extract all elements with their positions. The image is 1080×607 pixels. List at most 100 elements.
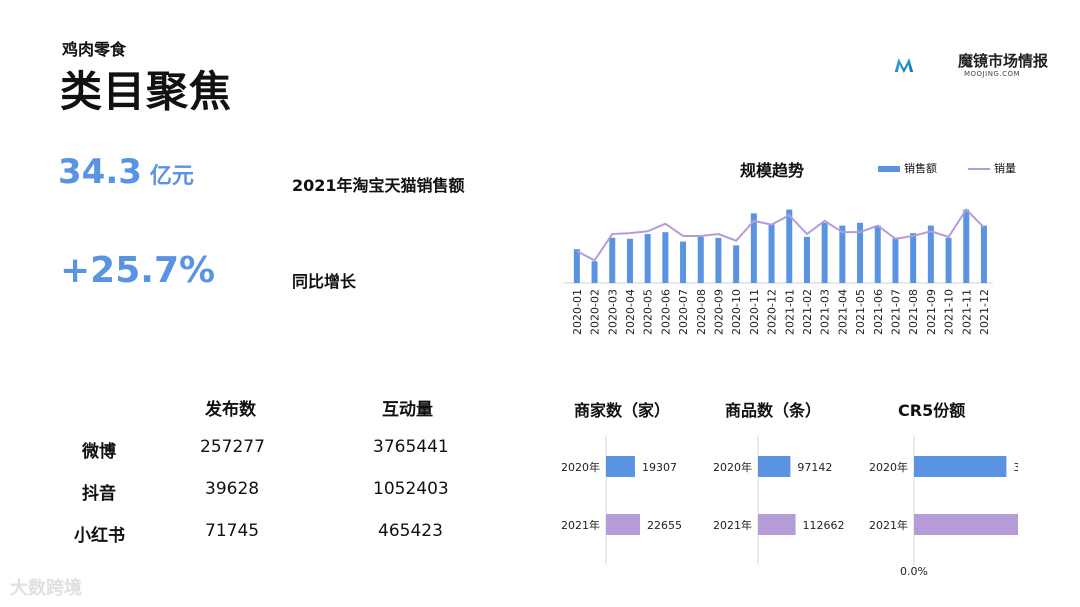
table-row: 微博 257277 3765441	[60, 437, 500, 467]
bar-sales	[573, 249, 580, 283]
x-tick-label: 2020-03	[606, 289, 619, 335]
data-label: 22655	[647, 519, 682, 532]
category-label: 2021年	[713, 518, 752, 532]
bar-sales	[839, 225, 846, 283]
bar-sales	[910, 233, 917, 283]
category-label: 2020年	[869, 460, 908, 474]
x-tick-label: 2021-10	[943, 289, 956, 335]
x-tick-label: 2020-09	[712, 289, 725, 335]
header-interactions: 互动量	[382, 400, 433, 420]
data-label: 33.0%	[1013, 461, 1018, 474]
bar	[758, 514, 796, 535]
table-row: 抖音 39628 1052403	[60, 479, 500, 509]
bar-sales	[963, 209, 970, 283]
bar	[606, 456, 635, 477]
x-tick-label: 2021-07	[889, 289, 902, 335]
category-label: 2021年	[869, 518, 908, 532]
posts-value: 39628	[205, 479, 260, 499]
interactions-value: 1052403	[373, 479, 449, 499]
x-tick-label: 2021-01	[783, 289, 796, 335]
x-tick-label: 2020-01	[571, 289, 584, 335]
bar-sales	[626, 238, 633, 283]
cr5-chart-title: CR5份额	[898, 401, 966, 420]
interactions-value: 3765441	[373, 437, 449, 457]
sales-value: 34.3	[58, 152, 142, 192]
bar-sales	[768, 224, 775, 283]
products-chart-title: 商品数（条）	[725, 401, 822, 420]
x-tick-label: 2021-08	[907, 289, 920, 335]
bar-sales	[874, 225, 881, 283]
x-tick-label: 2020-02	[589, 289, 602, 335]
x-tick-label: 2020-06	[659, 289, 672, 335]
bar-sales	[733, 245, 740, 283]
x-tick-label: 2021-04	[836, 289, 849, 335]
moojing-logo-icon	[894, 57, 914, 74]
bar-sales	[697, 236, 704, 283]
line-volume	[576, 208, 985, 262]
x-tick-label: 2021-06	[872, 289, 885, 335]
logo-subtext: MOOJING.COM	[964, 70, 1021, 78]
bar	[914, 514, 1018, 535]
legend-volume-label: 销量	[994, 162, 1016, 175]
merchants-chart-title: 商家数（家）	[574, 401, 671, 420]
x-tick-label: 2020-07	[677, 289, 690, 335]
header-posts: 发布数	[205, 400, 256, 420]
sales-kpi: 34.3 亿元	[58, 152, 194, 192]
bar-sales	[821, 222, 828, 283]
platform-label: 微博	[82, 442, 116, 462]
posts-value: 71745	[205, 521, 260, 541]
interactions-value: 465423	[378, 521, 443, 541]
x-tick-label: 2021-02	[801, 289, 814, 335]
sales-label: 2021年淘宝天猫销售额	[292, 176, 465, 195]
bar-sales	[857, 222, 864, 283]
bar	[758, 456, 791, 477]
bar-sales	[662, 232, 669, 283]
bar	[606, 514, 640, 535]
growth-value: +25.7%	[60, 250, 216, 291]
x-tick-label: 2021-09	[925, 289, 938, 335]
bar-sales	[715, 237, 722, 283]
bar-sales	[680, 241, 687, 283]
x-tick-label: 2021-11	[960, 289, 973, 335]
watermark: 大数跨境	[10, 578, 82, 599]
table-row: 小红书 71745 465423	[60, 521, 500, 551]
bar-sales	[803, 236, 810, 283]
x-tick-label: 2021-12	[978, 289, 991, 335]
bar-sales	[945, 237, 952, 283]
page-title: 类目聚焦	[60, 67, 233, 116]
legend-sales: 销售额	[878, 160, 937, 176]
platform-label: 小红书	[74, 526, 125, 546]
x-tick-label: 2020-08	[695, 289, 708, 335]
legend-line-swatch	[968, 168, 990, 170]
data-label: 97142	[797, 461, 832, 474]
x-tick-label: 0.0%	[900, 565, 928, 578]
sales-unit: 亿元	[149, 164, 194, 189]
bar-sales	[892, 237, 899, 283]
bar-sales	[609, 237, 616, 283]
x-tick-label: 2020-04	[624, 289, 637, 335]
x-tick-label: 2020-11	[748, 289, 761, 335]
bar-sales	[750, 213, 757, 283]
legend-volume: 销量	[968, 160, 1016, 176]
data-label: 112662	[803, 519, 845, 532]
category-label: 2021年	[561, 518, 600, 532]
category-subtitle: 鸡肉零食	[62, 40, 127, 59]
x-tick-label: 2021-03	[819, 289, 832, 335]
x-tick-label: 2020-10	[730, 289, 743, 335]
growth-label: 同比增长	[292, 272, 357, 291]
bar-sales	[644, 234, 651, 283]
products-chart: 2020年 97142 2021年 112662	[713, 435, 845, 565]
bar-sales	[591, 261, 598, 283]
category-label: 2020年	[561, 460, 600, 474]
bar-sales	[927, 225, 934, 283]
legend-bar-swatch	[878, 166, 900, 172]
bar-sales	[980, 225, 987, 283]
trend-chart-title: 规模趋势	[740, 161, 805, 180]
merchants-chart: 2020年 19307 2021年 22655	[561, 435, 682, 565]
bar-sales	[786, 209, 793, 283]
x-tick-label: 2021-05	[854, 289, 867, 335]
x-tick-label: 2020-12	[766, 289, 779, 335]
platform-label: 抖音	[82, 484, 116, 504]
legend-sales-label: 销售额	[904, 162, 937, 175]
trend-chart: 2020-01 2020-02 2020-03 2020-04 2020-05 2020-…	[564, 208, 993, 335]
